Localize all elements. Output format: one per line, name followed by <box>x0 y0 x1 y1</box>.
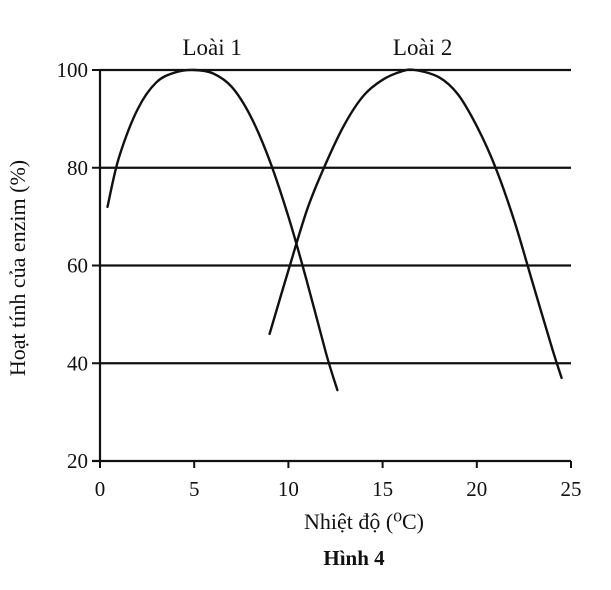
series-line-2 <box>268 68 563 380</box>
axes: 20 40 60 80 100 0 5 10 15 20 25 <box>57 58 582 501</box>
labels: Nhiệt độ (⁰C) Hoạt tính của enzim (%) Hì… <box>5 35 452 570</box>
x-tick-label-15: 15 <box>372 477 393 501</box>
y-tick-label-100: 100 <box>57 58 89 82</box>
y-axis-label: Hoạt tính của enzim (%) <box>5 160 30 376</box>
y-tick-label-40: 40 <box>67 351 88 375</box>
series-label-1: Loài 1 <box>182 35 241 60</box>
x-tick-label-10: 10 <box>278 477 299 501</box>
curves <box>106 68 563 392</box>
y-tick-label-60: 60 <box>67 254 88 278</box>
y-tick-label-20: 20 <box>67 449 88 473</box>
x-tick-label-0: 0 <box>95 477 106 501</box>
x-axis-label: Nhiệt độ (⁰C) <box>304 509 424 534</box>
gridlines <box>100 68 571 365</box>
y-tick-label-80: 80 <box>67 156 88 180</box>
series-label-2: Loài 2 <box>393 35 452 60</box>
x-tick-label-25: 25 <box>561 477 582 501</box>
x-tick-label-5: 5 <box>189 477 200 501</box>
series-line-1 <box>106 68 339 392</box>
figure-caption: Hình 4 <box>323 546 385 570</box>
x-tick-label-20: 20 <box>466 477 487 501</box>
